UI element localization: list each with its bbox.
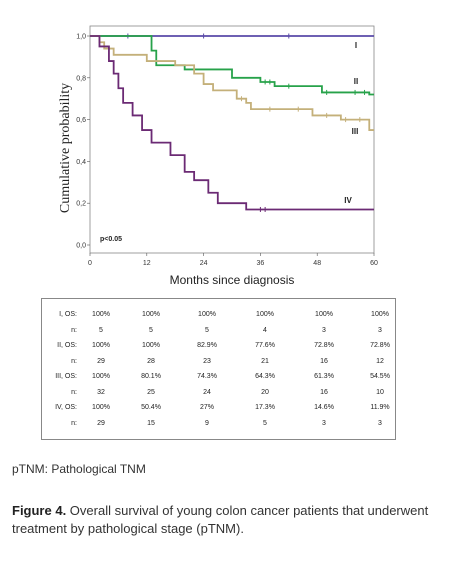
- risk-table-cell: 5: [263, 419, 267, 427]
- risk-table-cell: 20: [261, 388, 269, 396]
- risk-table-cell: 100%: [142, 342, 160, 349]
- risk-table-cell: 100%: [142, 311, 160, 318]
- risk-table-cell: 72.8%: [314, 342, 334, 349]
- risk-table-cell: 3: [378, 326, 382, 334]
- series-IV-label: IV: [344, 196, 352, 205]
- y-axis-label: Cumulative probability: [58, 83, 73, 213]
- risk-table-cell: 3: [322, 326, 326, 334]
- x-axis-ticks: 0 12 24 36 48 60: [88, 253, 378, 267]
- risk-table-cell: 23: [203, 357, 211, 365]
- y-tick-label: 0,8: [76, 75, 86, 82]
- risk-table-row: n: 29 15 9 5 3 3: [42, 420, 395, 434]
- risk-table-cell: 10: [376, 388, 384, 396]
- survival-chart: 0,00,20,40,60,81,0 0 12 24 36 48 60 IIIIIIIV …: [58, 25, 378, 287]
- risk-table-cell: 29: [97, 419, 105, 427]
- risk-table-row-label: IV, OS:: [55, 404, 77, 411]
- risk-table-cell: 14.6%: [314, 404, 334, 411]
- series-II-label: II: [354, 77, 358, 86]
- risk-table-cell: 100%: [371, 311, 389, 318]
- risk-table-row: n: 5 5 5 4 3 3: [42, 327, 395, 341]
- y-axis-ticks: 0,0 0,2 0,4 0,6 0,8 1,0: [76, 34, 90, 250]
- series-IV-line: [90, 35, 374, 211]
- abbreviation-note: pTNM: Pathological TNM: [12, 462, 146, 476]
- risk-table-row-label: n:: [71, 419, 77, 427]
- figure-caption-label: Figure 4.: [12, 503, 67, 518]
- risk-table-cell: 5: [205, 326, 209, 334]
- risk-table-row: n: 29 28 23 21 16 12: [42, 358, 395, 372]
- risk-table-cell: 32: [97, 388, 105, 396]
- figure-caption-text: Overall survival of young colon cancer p…: [12, 503, 429, 536]
- risk-table-cell: 15: [147, 419, 155, 427]
- series-III-label: III: [352, 127, 359, 136]
- risk-table-cell: 5: [149, 326, 153, 334]
- risk-table-cell: 21: [261, 357, 269, 365]
- risk-table-cell: 80.1%: [141, 373, 161, 380]
- series-I-label: I: [355, 41, 357, 50]
- x-tick-label: 0: [88, 260, 92, 267]
- risk-table-row-label: n:: [71, 357, 77, 365]
- risk-table-cell: 3: [378, 419, 382, 427]
- risk-table-row-label: I, OS:: [59, 311, 77, 318]
- risk-table-cell: 29: [97, 357, 105, 365]
- risk-table-cell: 100%: [92, 311, 110, 318]
- x-tick-label: 60: [370, 260, 378, 267]
- risk-table-row-label: n:: [71, 326, 77, 334]
- risk-table-cell: 16: [320, 388, 328, 396]
- risk-table-row-label: III, OS:: [55, 373, 77, 380]
- risk-table-cell: 24: [203, 388, 211, 396]
- risk-table-cell: 61.3%: [314, 373, 334, 380]
- risk-table-cell: 100%: [92, 373, 110, 380]
- x-axis-label: Months since diagnosis: [170, 273, 295, 287]
- x-tick-label: 48: [313, 260, 321, 267]
- x-tick-label: 24: [200, 260, 208, 267]
- risk-table-cell: 4: [263, 326, 267, 334]
- p-value-annotation: p<0.05: [100, 236, 122, 243]
- risk-table-cell: 64.3%: [255, 373, 275, 380]
- risk-table-row-label: II, OS:: [57, 342, 77, 349]
- series-II-line: [90, 35, 374, 96]
- risk-table-cell: 100%: [92, 404, 110, 411]
- risk-table-row: III, OS: 100% 80.1% 74.3% 64.3% 61.3% 54.5%: [42, 373, 395, 387]
- risk-table-cell: 17.3%: [255, 404, 275, 411]
- risk-table-cell: 16: [320, 357, 328, 365]
- risk-table-row: I, OS: 100% 100% 100% 100% 100% 100%: [42, 311, 395, 325]
- risk-table-row-label: n:: [71, 388, 77, 396]
- risk-table-row: IV, OS: 100% 50.4% 27% 17.3% 14.6% 11.9%: [42, 404, 395, 418]
- risk-table-cell: 100%: [256, 311, 274, 318]
- risk-table-cell: 100%: [315, 311, 333, 318]
- risk-table-cell: 9: [205, 419, 209, 427]
- risk-table-row: n: 32 25 24 20 16 10: [42, 389, 395, 403]
- y-tick-label: 1,0: [76, 34, 86, 41]
- x-tick-label: 36: [257, 260, 265, 267]
- y-tick-label: 0,0: [76, 243, 86, 250]
- risk-table-cell: 82.9%: [197, 342, 217, 349]
- y-tick-label: 0,6: [76, 117, 86, 124]
- risk-table-row: II, OS: 100% 100% 82.9% 77.6% 72.8% 72.8%: [42, 342, 395, 356]
- risk-table-cell: 25: [147, 388, 155, 396]
- risk-table-cell: 54.5%: [370, 373, 390, 380]
- risk-table-cell: 72.8%: [370, 342, 390, 349]
- risk-table-cell: 74.3%: [197, 373, 217, 380]
- risk-table-cell: 5: [99, 326, 103, 334]
- risk-table-cell: 27%: [199, 404, 215, 411]
- risk-table: I, OS: 100% 100% 100% 100% 100% 100% n: 5 5 5 4 3 3 II…: [41, 298, 396, 440]
- risk-table-cell: 77.6%: [255, 342, 275, 349]
- risk-table-cell: 11.9%: [370, 404, 390, 411]
- risk-table-cell: 50.4%: [141, 404, 161, 411]
- series-III-line: [90, 35, 374, 131]
- figure-caption: Figure 4. Overall survival of young colo…: [12, 502, 448, 538]
- risk-table-cell: 3: [322, 419, 326, 427]
- risk-table-cell: 12: [376, 357, 384, 365]
- x-tick-label: 12: [143, 260, 151, 267]
- risk-table-cell: 28: [147, 357, 155, 365]
- risk-table-cell: 100%: [198, 311, 216, 318]
- plot-area: [89, 25, 375, 254]
- risk-table-cell: 100%: [92, 342, 110, 349]
- y-tick-label: 0,2: [76, 201, 86, 208]
- y-tick-label: 0,4: [76, 159, 86, 166]
